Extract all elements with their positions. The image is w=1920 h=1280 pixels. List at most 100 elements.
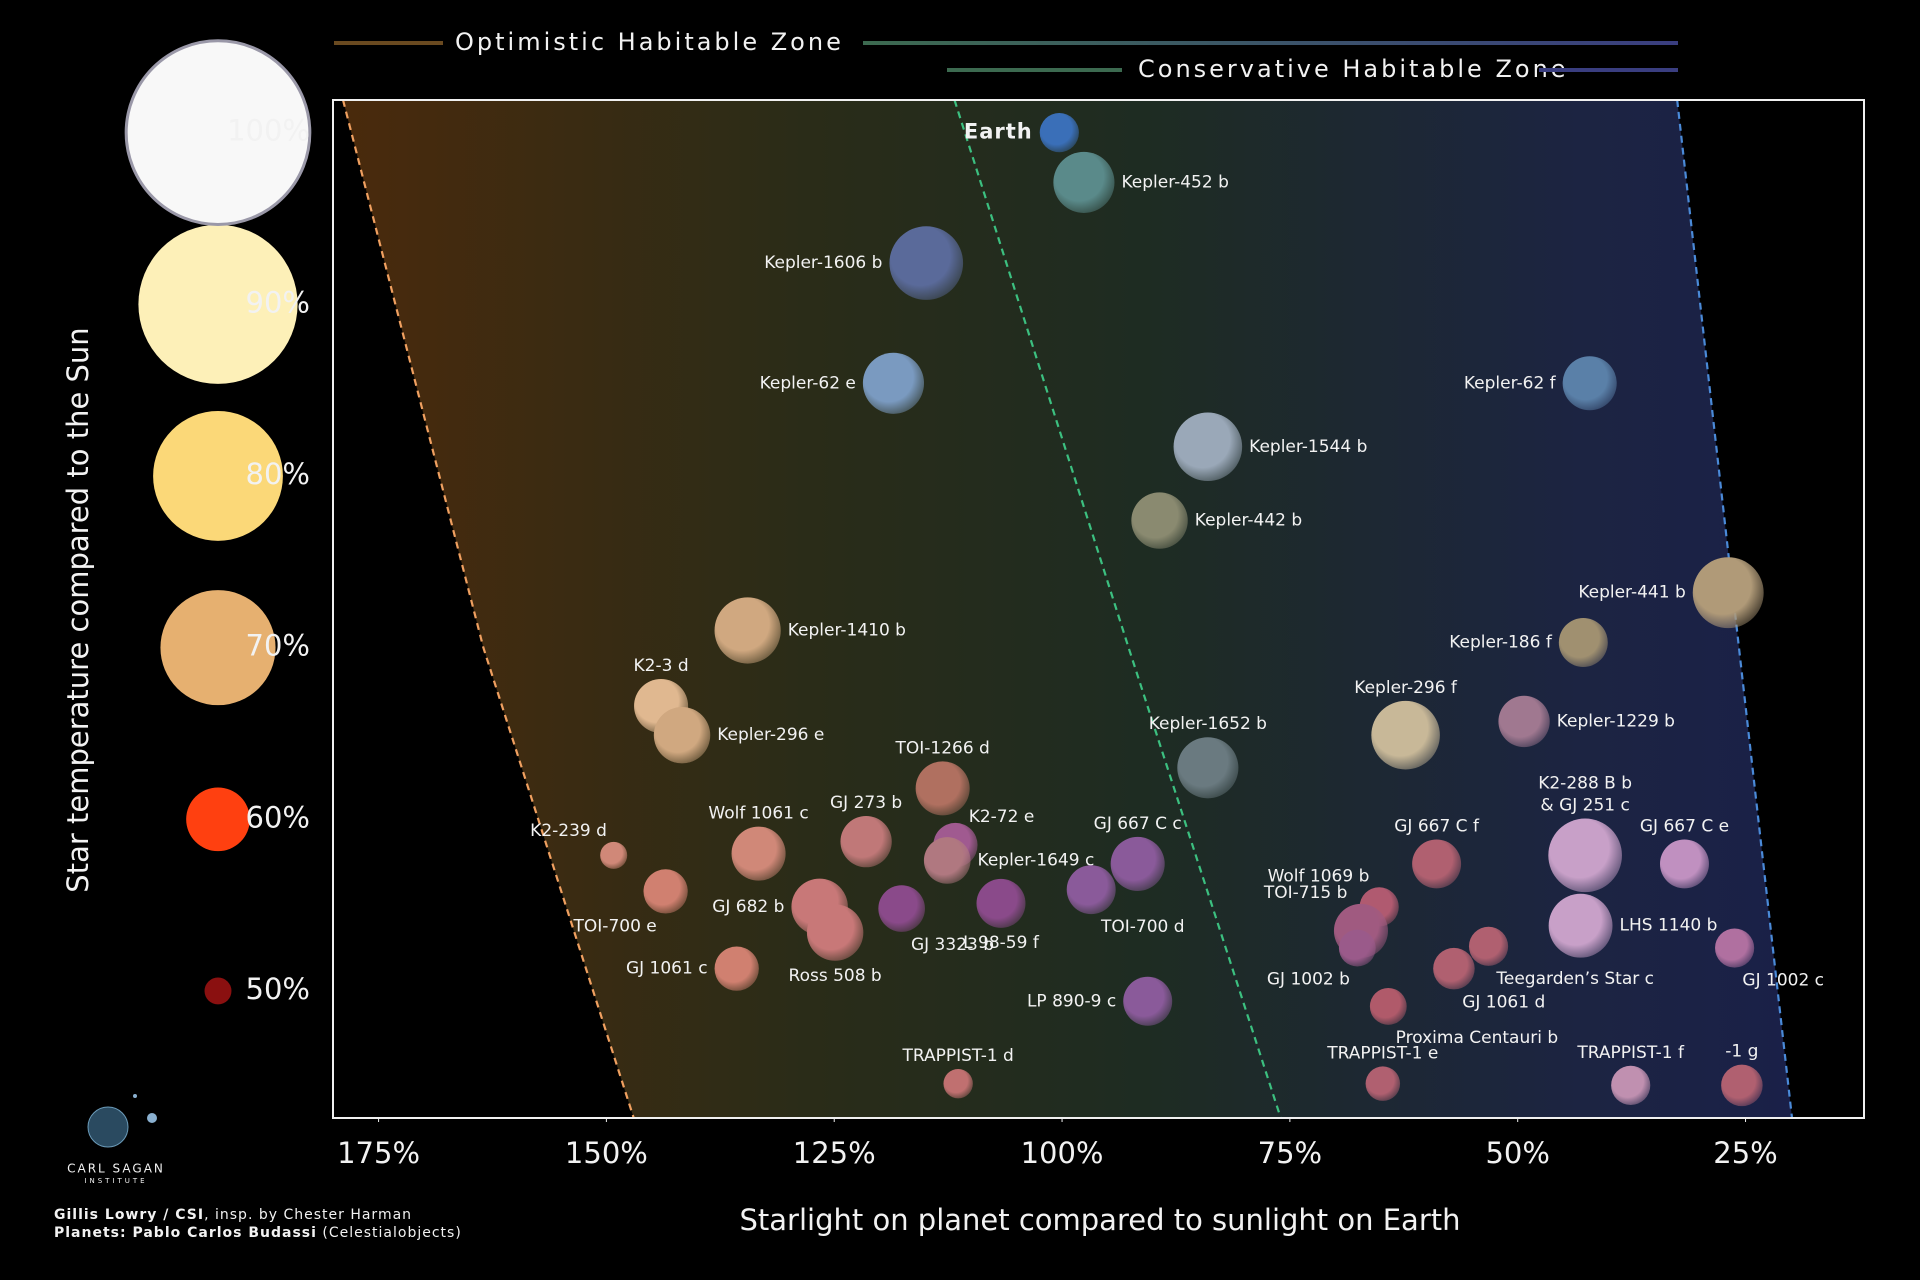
planet-label: TOI-700 e xyxy=(573,917,657,937)
legend-text: Conservative Habitable Zone xyxy=(1138,55,1569,83)
credit: Planets: Pablo Carlos Budassi (Celestial… xyxy=(54,1225,462,1241)
planet xyxy=(1369,987,1407,1025)
planet-label: L 98-59 f xyxy=(963,933,1040,953)
plot-frame xyxy=(332,99,1865,1119)
logo-icon xyxy=(133,1094,137,1098)
planet-label: Kepler-1229 b xyxy=(1557,711,1675,731)
star-icon xyxy=(186,787,250,852)
planet xyxy=(976,878,1026,928)
x-tick-label: 75% xyxy=(1258,1136,1322,1170)
planet xyxy=(1365,1066,1401,1101)
credit-note: , insp. by Chester Harman xyxy=(204,1207,412,1223)
planet-label: Kepler-1649 c xyxy=(978,850,1095,870)
planet xyxy=(1659,839,1709,889)
planet-label: TOI-700 d xyxy=(1100,917,1185,937)
planet xyxy=(878,885,925,932)
planet-label: GJ 667 C e xyxy=(1640,816,1729,836)
planet xyxy=(653,706,711,764)
planet xyxy=(1131,492,1188,549)
planet-label: GJ 682 b xyxy=(712,897,784,917)
planet-label: Kepler-1606 b xyxy=(764,253,882,273)
planet-label: GJ 667 C c xyxy=(1094,814,1182,834)
plot-background xyxy=(341,100,1794,1118)
logo-icon xyxy=(87,1106,129,1148)
planet-label: Kepler-1544 b xyxy=(1249,437,1367,457)
planet xyxy=(1412,839,1462,889)
y-axis-label: Star temperature compared to the Sun xyxy=(61,327,95,892)
planet-label: GJ 667 C f xyxy=(1394,816,1480,836)
zone-boundary xyxy=(953,100,1282,1118)
credit-author: Gillis Lowry / CSI xyxy=(54,1207,204,1223)
planet-label: LP 890-9 c xyxy=(1027,991,1116,1011)
x-axis-label: Starlight on planet compared to sunlight… xyxy=(739,1203,1460,1237)
planet xyxy=(1173,412,1243,482)
planet-label: Wolf 1061 c xyxy=(708,804,808,824)
planet xyxy=(1498,695,1550,748)
planet xyxy=(600,841,628,869)
planet-label: Earth xyxy=(964,120,1033,144)
planet-label: GJ 3323 b xyxy=(911,935,994,955)
planet-label: K2-239 d xyxy=(530,821,607,841)
star-icon xyxy=(204,977,232,1005)
y-tick-label: 100% xyxy=(227,114,310,148)
credit: Gillis Lowry / CSI, insp. by Chester Har… xyxy=(54,1207,412,1223)
planet xyxy=(1468,926,1509,966)
planet xyxy=(1177,737,1239,799)
planet-label: -1 g xyxy=(1725,1042,1758,1062)
planet-label-line: & GJ 251 c xyxy=(1540,796,1629,816)
planet xyxy=(1123,976,1173,1026)
planet xyxy=(1562,356,1617,411)
planet-label: Kepler-62 e xyxy=(760,373,856,393)
planet xyxy=(1110,836,1165,891)
y-tick-label: 80% xyxy=(246,457,310,491)
planet-label: Kepler-1410 b xyxy=(788,620,906,640)
y-tick-label: 70% xyxy=(246,629,310,663)
planet-label: LHS 1140 b xyxy=(1620,916,1718,936)
planet-label: Teegarden’s Star c xyxy=(1495,969,1654,989)
planet xyxy=(731,826,786,881)
legend-text: Optimistic Habitable Zone xyxy=(455,28,844,56)
planet-label: TRAPPIST-1 e xyxy=(1326,1043,1438,1063)
planet-label: TOI-1266 d xyxy=(894,738,989,758)
planet xyxy=(1338,929,1376,967)
planet xyxy=(806,904,864,961)
planet-label: Kepler-296 f xyxy=(1354,678,1458,698)
planet xyxy=(1548,818,1622,893)
planet xyxy=(643,869,688,914)
planet-label: GJ 1061 d xyxy=(1462,992,1545,1012)
y-tick-label: 90% xyxy=(246,285,310,319)
planet xyxy=(1371,700,1440,770)
planet-label: Kepler-296 e xyxy=(717,725,824,745)
star-icon xyxy=(124,39,312,226)
planet-label: K2-288 B b & GJ 251 c xyxy=(1538,774,1632,816)
zone-boundary xyxy=(341,100,635,1118)
planet xyxy=(1611,1065,1651,1105)
planet-label: Ross 508 b xyxy=(789,966,882,986)
planet xyxy=(862,352,925,414)
planet xyxy=(1721,1064,1763,1107)
credit-note: (Celestialobjects) xyxy=(317,1225,462,1241)
habitable-zone-area xyxy=(343,100,1793,1118)
star-icon xyxy=(153,411,283,541)
planet-label-line: K2-288 B b xyxy=(1538,774,1632,794)
planet xyxy=(714,946,759,991)
planet-label: Kepler-62 f xyxy=(1464,373,1557,393)
logo-icon xyxy=(147,1113,157,1123)
zone-boundary xyxy=(1676,100,1794,1118)
y-tick-label: 50% xyxy=(246,972,310,1006)
planet-label: Kepler-1652 b xyxy=(1149,714,1267,734)
star-icon xyxy=(138,224,298,384)
planet xyxy=(915,761,970,816)
planet xyxy=(1548,893,1613,958)
planet xyxy=(889,226,964,300)
planet xyxy=(1053,151,1115,213)
planet xyxy=(923,837,971,884)
planet-label: TRAPPIST-1 d xyxy=(901,1046,1013,1066)
planet xyxy=(1715,928,1755,968)
planet-label: TOI-715 b xyxy=(1263,883,1348,903)
star-icon xyxy=(160,590,276,706)
planet-label: TRAPPIST-1 f xyxy=(1576,1043,1685,1063)
planet xyxy=(1558,617,1608,667)
planet-label: GJ 1061 c xyxy=(626,959,708,979)
